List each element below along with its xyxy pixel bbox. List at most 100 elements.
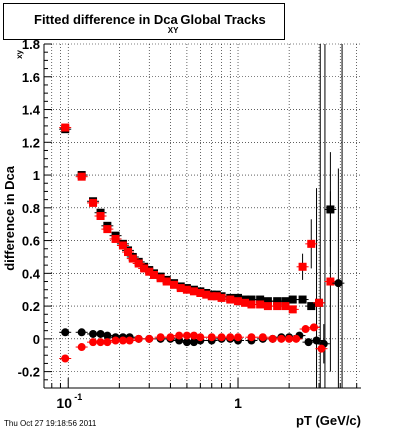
data-point-red-circle — [77, 343, 86, 352]
data-point-red-circle — [103, 338, 112, 347]
data-point-red-square — [256, 300, 265, 309]
data-point-black-circle — [182, 338, 191, 347]
data-point-red-circle — [317, 344, 326, 353]
data-point-red-circle — [175, 331, 184, 340]
y-axis-label: difference in Dca — [2, 165, 17, 271]
data-point-black-square — [307, 302, 316, 311]
data-point-red-circle — [111, 336, 120, 345]
tick-labels: -0.2 0 0.2 0.4 0.6 0.8 1 1.2 1.4 1.6 1.8 10 -1 1 — [18, 37, 243, 411]
data-point-red-square — [241, 298, 250, 307]
data-point-black-circle — [334, 279, 343, 288]
x-tick-label: 1 — [234, 395, 242, 411]
data-point-red-square — [89, 198, 98, 207]
data-point-red-square — [202, 290, 211, 299]
data-point-red-square — [140, 264, 149, 273]
axis-labels: pT (GeV/c) difference in Dca xy — [2, 49, 361, 428]
axes — [43, 43, 361, 389]
data-point-red-circle — [89, 338, 98, 347]
data-point-red-square — [326, 277, 335, 286]
data-point-red-square — [182, 285, 191, 294]
data-point-red-square — [281, 302, 290, 311]
data-point-red-square — [170, 280, 179, 289]
data-point-black-square — [281, 297, 290, 306]
data-point-red-circle — [134, 334, 143, 343]
data-point-red-square — [145, 267, 154, 276]
title-part1: Fitted difference in Dca — [34, 12, 178, 27]
data-point-red-square — [234, 297, 243, 306]
data-point-red-square — [124, 248, 133, 257]
y-tick-label: 0 — [33, 332, 40, 347]
data-point-red-circle — [285, 334, 294, 343]
data-point-red-circle — [182, 331, 191, 340]
data-point-red-square — [128, 254, 137, 263]
data-point-black-circle — [103, 331, 112, 340]
y-tick-label: 0.2 — [22, 299, 40, 314]
data-point-red-circle — [118, 336, 127, 345]
data-point-red-square — [212, 292, 221, 301]
data-point-black-circle — [96, 329, 105, 338]
data-point-red-circle — [258, 333, 267, 342]
x-axis-label: pT (GeV/c) — [296, 413, 361, 428]
data-point-red-square — [103, 225, 112, 234]
chart-title: Fitted difference in DcaXYGlobal Tracks — [34, 12, 266, 35]
data-point-red-circle — [217, 333, 226, 342]
data-point-red-square — [247, 300, 256, 309]
data-point-red-square — [263, 302, 272, 311]
data-point-red-square — [118, 241, 127, 250]
data-point-red-square — [61, 123, 70, 132]
chart-title-box: Fitted difference in DcaXYGlobal Tracks — [3, 3, 285, 40]
data-point-red-square — [77, 172, 86, 181]
data-point-red-square — [156, 274, 165, 283]
data-point-red-circle — [196, 333, 205, 342]
data-point-black-square — [326, 205, 335, 214]
y-tick-label: 1.4 — [22, 103, 41, 118]
data-point-red-square — [217, 293, 226, 302]
data-point-black-circle — [61, 328, 70, 337]
data-point-red-circle — [226, 333, 235, 342]
data-point-black-circle — [77, 328, 86, 337]
data-point-red-circle — [207, 333, 216, 342]
y-tick-label: 0.4 — [22, 266, 41, 281]
data-point-red-circle — [309, 323, 318, 332]
data-point-black-circle — [89, 329, 98, 338]
data-point-red-circle — [234, 333, 243, 342]
data-point-black-square — [263, 297, 272, 306]
data-point-red-circle — [292, 334, 301, 343]
data-point-red-square — [196, 288, 205, 297]
y-tick-label: 1 — [33, 168, 40, 183]
data-point-red-circle — [125, 336, 134, 345]
data-point-red-circle — [145, 334, 154, 343]
data-point-black-square — [247, 295, 256, 304]
data-point-red-square — [189, 287, 198, 296]
data-point-red-square — [315, 298, 324, 307]
data-point-red-square — [111, 234, 120, 243]
data-point-red-circle — [268, 334, 277, 343]
data-point-red-square — [288, 305, 297, 314]
data-point-black-square — [298, 295, 307, 304]
data-point-red-square — [226, 295, 235, 304]
data-point-black-square — [288, 295, 297, 304]
data-point-red-square — [134, 259, 143, 268]
data-point-red-circle — [277, 334, 286, 343]
data-point-red-square — [96, 212, 105, 220]
data-point-red-circle — [61, 354, 70, 363]
y-tick-label: 1.2 — [22, 135, 40, 150]
data-point-red-circle — [166, 333, 175, 342]
data-point-red-circle — [247, 333, 256, 342]
data-point-red-square — [149, 270, 158, 279]
data-point-red-square — [176, 284, 185, 293]
grid — [44, 43, 361, 388]
y-tick-label: 1.8 — [22, 37, 40, 52]
data-point-black-square — [256, 295, 265, 304]
data-point-red-circle — [301, 325, 310, 334]
data-point-black-circle — [312, 336, 321, 345]
y-tick-label: -0.2 — [18, 365, 40, 380]
y-tick-label: 0.6 — [22, 234, 40, 249]
y-axis-label-subscript: xy — [15, 49, 24, 58]
timestamp-footer: Thu Oct 27 19:18:56 2011 — [4, 419, 97, 428]
vertical-lines — [319, 44, 343, 388]
y-tick-label: 1.6 — [22, 70, 40, 85]
data-point-red-square — [162, 277, 171, 286]
title-subscript: XY — [167, 26, 179, 35]
